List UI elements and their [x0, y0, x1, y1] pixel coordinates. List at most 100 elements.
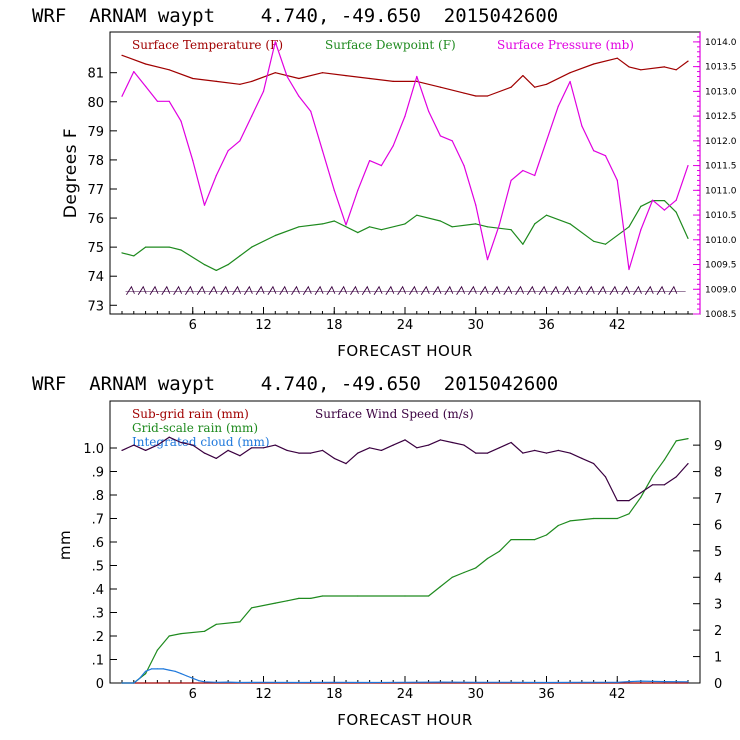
y2-tick-label: 1012.0: [705, 137, 737, 147]
legend-surface-temperature: Surface Temperature (F): [132, 38, 283, 52]
wind-barb: [562, 285, 572, 295]
data-point: [534, 86, 536, 88]
data-point: [174, 670, 176, 672]
data-point: [675, 440, 677, 442]
data-point: [369, 226, 371, 228]
y-tick-label: 74: [87, 270, 104, 285]
x-tick-label: 12: [255, 318, 272, 333]
data-point: [593, 517, 595, 520]
data-point: [581, 681, 583, 683]
series-line-integrated-cloud-mm: [122, 668, 689, 684]
data-point: [345, 75, 347, 77]
wind-barb: [550, 285, 560, 295]
wind-barb: [350, 285, 359, 295]
data-point: [310, 597, 312, 600]
data-point: [192, 77, 194, 80]
data-point: [475, 204, 477, 206]
data-point: [428, 110, 430, 112]
data-point: [156, 649, 158, 651]
data-point: [156, 100, 158, 102]
legend-grid-scale-rain: Grid-scale rain (mm): [132, 421, 258, 435]
data-point: [404, 595, 406, 597]
data-point: [522, 243, 524, 245]
data-point: [498, 550, 500, 553]
top-panel-title: WRF ARNAM waypt 4.740, -49.650 201504260…: [32, 5, 558, 27]
data-point: [663, 209, 666, 211]
data-point: [663, 484, 666, 486]
y-tick-label: .6: [92, 536, 104, 551]
data-point: [510, 179, 512, 181]
data-point: [357, 595, 359, 597]
data-point: [534, 539, 536, 541]
x-tick-label: 12: [255, 687, 272, 702]
data-point: [557, 524, 559, 527]
data-point: [145, 63, 147, 65]
data-point: [486, 226, 489, 228]
wind-barb: [609, 285, 619, 295]
data-point: [121, 449, 123, 451]
data-point: [451, 576, 453, 578]
data-point: [486, 452, 489, 454]
data-point: [510, 229, 512, 231]
data-point: [428, 595, 430, 597]
data-point: [463, 571, 465, 574]
data-point: [569, 223, 571, 225]
data-point: [510, 441, 512, 444]
y-tick-label: 79: [87, 125, 104, 140]
wind-barb: [232, 285, 241, 295]
data-point: [687, 237, 689, 239]
data-point: [156, 444, 158, 446]
wind-barb: [338, 285, 348, 295]
data-point: [121, 682, 123, 684]
data-point: [593, 150, 595, 152]
data-point: [616, 179, 618, 181]
top-plot-frame: [109, 31, 701, 315]
data-point: [298, 226, 300, 228]
wind-barb: [656, 285, 666, 295]
data-point: [227, 264, 229, 266]
y2-tick-label: 9: [714, 439, 722, 454]
data-point: [239, 255, 241, 257]
y-tick-label: 73: [87, 299, 104, 314]
data-point: [298, 77, 300, 80]
data-point: [333, 681, 335, 683]
wind-barb: [621, 285, 631, 295]
data-point: [156, 668, 158, 670]
y2-tick-label: 4: [714, 571, 722, 586]
data-point: [227, 681, 229, 683]
legend-surface-wind-speed: Surface Wind Speed (m/s): [315, 407, 474, 421]
data-point: [133, 682, 135, 684]
data-point: [321, 595, 324, 597]
data-point: [545, 452, 548, 454]
data-point: [593, 240, 595, 242]
data-point: [286, 75, 288, 78]
wind-barb: [279, 285, 289, 295]
data-point: [357, 452, 359, 454]
data-point: [663, 459, 666, 461]
x-tick-label: 24: [397, 318, 414, 333]
data-point: [215, 269, 217, 271]
data-point: [262, 447, 265, 449]
y-tick-label: .8: [92, 489, 104, 504]
data-point: [180, 249, 182, 251]
data-point: [687, 165, 689, 167]
bottom-panel-title: WRF ARNAM waypt 4.740, -49.650 201504260…: [32, 373, 558, 395]
wind-barb: [161, 285, 171, 295]
wind-barb: [361, 285, 371, 295]
data-point: [675, 69, 677, 71]
data-point: [203, 452, 206, 454]
data-point: [522, 75, 524, 77]
wind-barb: [515, 285, 524, 295]
x-tick-label: 6: [189, 318, 197, 333]
data-point: [652, 475, 654, 477]
data-point: [180, 441, 182, 444]
wind-barb: [314, 285, 324, 295]
y2-tick-label: 1: [714, 651, 722, 666]
y-tick-label: 1.0: [83, 442, 104, 457]
data-point: [404, 681, 406, 683]
data-point: [498, 224, 500, 226]
top-x-axis-label: FORECAST HOUR: [337, 342, 473, 360]
y2-tick-label: 2: [714, 624, 722, 639]
data-point: [545, 140, 548, 142]
bottom-left-axis: 0 .1 .2 .3 .4 .5 .6 .7 .8 .9 1.0: [83, 442, 117, 692]
